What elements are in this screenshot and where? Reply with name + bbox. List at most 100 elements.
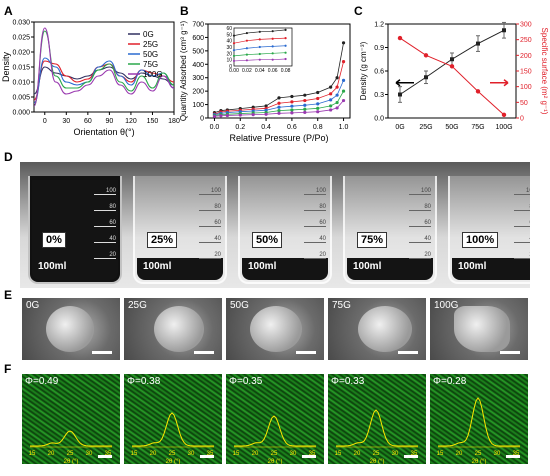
x-tick-label: 120 [125,118,137,125]
data-point [329,98,333,102]
particle [454,306,510,352]
graduation-mark: 40 [199,236,221,243]
y-tick-label: 0.3 [374,92,384,99]
graduation-mark: 60 [304,220,326,227]
y-tick-label: 0.6 [374,69,384,76]
x-tick-label: 30 [62,118,70,125]
panel-label-c: C [354,4,363,18]
series-line-50G [33,57,175,104]
xrd-tick-label: 20 [150,451,157,457]
beakers-photo: 0% 100ml 100 80 60 40 20 25% 100ml 100 80 60 40 20 50%… [20,162,530,288]
beaker: 100% 100ml 100 80 60 40 20 [448,176,530,284]
inset-data-point [258,52,261,56]
series-line-75G [33,30,175,107]
y-tick-label: 0.015 [12,65,30,72]
axes-frame [387,23,517,119]
scale-bar [194,351,214,354]
data-point [329,104,333,108]
x-axis-label: Relative Pressure (P/Po) [229,133,328,143]
y-tick-label: 100 [192,102,204,109]
particle [358,306,412,352]
y-tick-label: 0 [200,116,204,123]
beaker-label: 50% [252,232,283,248]
confocal-image: Φ=0.33 15 20 25 30 35 2θ (°) [328,374,426,464]
data-point [303,103,307,107]
graduation-mark: 60 [514,220,530,227]
xrd-axis-label: 2θ (°) [268,459,283,464]
xrd-tick-label: 35 [207,451,214,457]
sem-label: 50G [230,300,249,311]
y-tick-label: 0.020 [12,50,30,57]
xrd-tick-label: 20 [354,451,361,457]
graduation-mark: 80 [199,204,221,211]
graduation-mark: 100 [514,188,530,195]
graduation-mark: 80 [304,204,326,211]
sem-label: 100G [434,300,459,311]
data-point [303,98,307,103]
xrd-tick-label: 25 [373,451,380,457]
xrd-tick-label: 20 [48,451,55,457]
beaker-volume: 100ml [143,261,172,272]
y2-tick-label: 250 [520,37,532,44]
inset-data-point [271,58,274,61]
xrd-tick-label: 25 [271,451,278,457]
data-point [335,76,339,80]
xrd-tick-label: 25 [67,451,74,457]
graduation-mark: 40 [304,236,326,243]
x-category-label: 0G [395,124,404,131]
graduation-mark: 100 [304,188,326,195]
confocal-image: Φ=0.38 15 20 25 30 35 2θ (°) [124,374,222,464]
density-point [502,28,506,33]
y-tick-label: 0.025 [12,35,30,42]
panel-label-a: A [4,4,13,18]
scale-bar [200,455,214,458]
graduation-mark: 20 [304,252,326,259]
data-point [335,100,339,105]
xrd-overlay: 15 20 25 30 35 2θ (°) [335,409,418,464]
inset-data-point [284,51,287,54]
data-point [264,108,268,112]
data-point [316,96,320,101]
phi-label: Φ=0.38 [127,376,161,387]
data-point [277,111,281,115]
left-axis-arrow [395,79,414,87]
surface-point [449,64,455,69]
data-point [238,113,242,117]
xrd-tick-label: 30 [86,451,93,457]
xrd-axis-label: 2θ (°) [64,459,79,464]
particle [250,306,302,352]
graduation-mark: 100 [409,188,431,195]
panel-label-b: B [180,4,189,18]
graduation-mark: 20 [94,252,116,259]
y-tick-label: 400 [192,62,204,69]
data-point [329,92,333,96]
y2-axis-label: Specific surface (m² g⁻¹) [540,28,549,115]
xrd-tick-label: 25 [169,451,176,457]
inset-data-point [258,38,261,41]
xrd-tick-label: 35 [105,451,112,457]
beaker: 50% 100ml 100 80 60 40 20 [238,176,332,284]
surface-line [399,37,505,116]
xrd-tick-label: 15 [131,451,138,457]
density-point [450,57,454,62]
scale-bar [506,455,520,458]
graduation-mark: 60 [94,220,116,227]
legend-label: 50G [143,50,158,59]
material-fill [347,258,433,280]
orientation-density-chart: 0.000 0.005 0.010 0.015 0.020 0.025 0.030 0 30 60… [1,20,180,138]
y2-tick-label: 100 [520,84,532,91]
y2-tick-label: 200 [520,53,532,60]
x-tick-label: 0.6 [287,124,297,131]
beaker-volume: 100ml [38,261,67,272]
data-point [341,78,346,82]
inset-data-point [245,47,248,50]
beaker: 75% 100ml 100 80 60 40 20 [343,176,437,284]
beaker-volume: 100ml [458,261,487,272]
graduation-mark: 80 [514,204,530,211]
xrd-tick-label: 25 [475,451,482,457]
graduation-mark: 40 [514,236,530,243]
sem-label: 0G [26,300,40,311]
y-tick-label: 0.030 [12,20,30,27]
inset-x-tick-label: 0.02 [242,68,252,74]
data-point [290,94,294,99]
